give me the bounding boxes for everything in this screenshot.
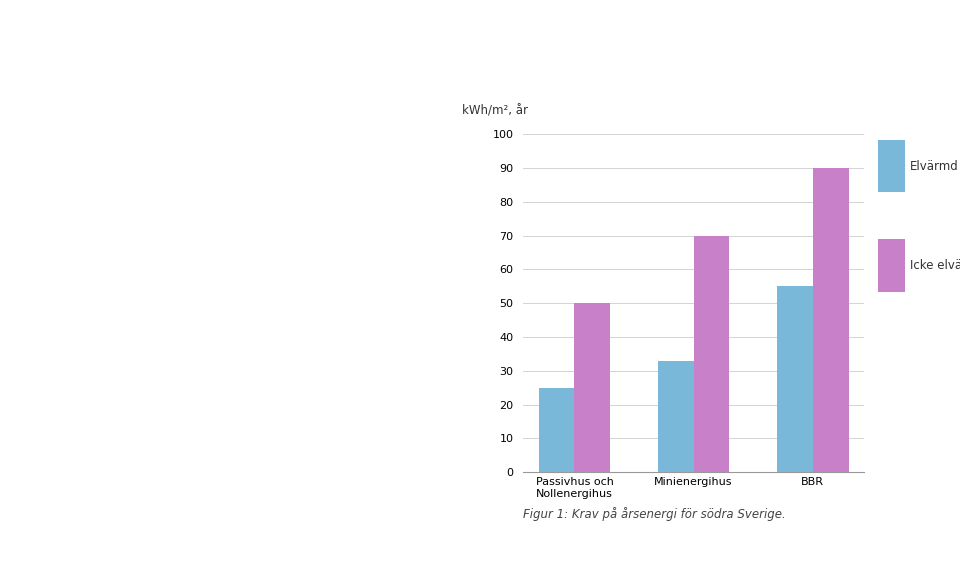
Bar [693, 236, 730, 472]
Bar [777, 286, 813, 472]
Text: Elvärmd: Elvärmd [910, 160, 959, 173]
Bar [574, 303, 611, 472]
Bar [539, 388, 574, 472]
Text: Figur 1: Krav på årsenergi för södra Sverige.: Figur 1: Krav på årsenergi för södra Sve… [523, 507, 786, 521]
Text: kWh/m², år: kWh/m², år [462, 104, 528, 117]
Bar [813, 168, 849, 472]
Bar [658, 361, 693, 472]
Text: Icke elvärmd: Icke elvärmd [910, 259, 960, 272]
